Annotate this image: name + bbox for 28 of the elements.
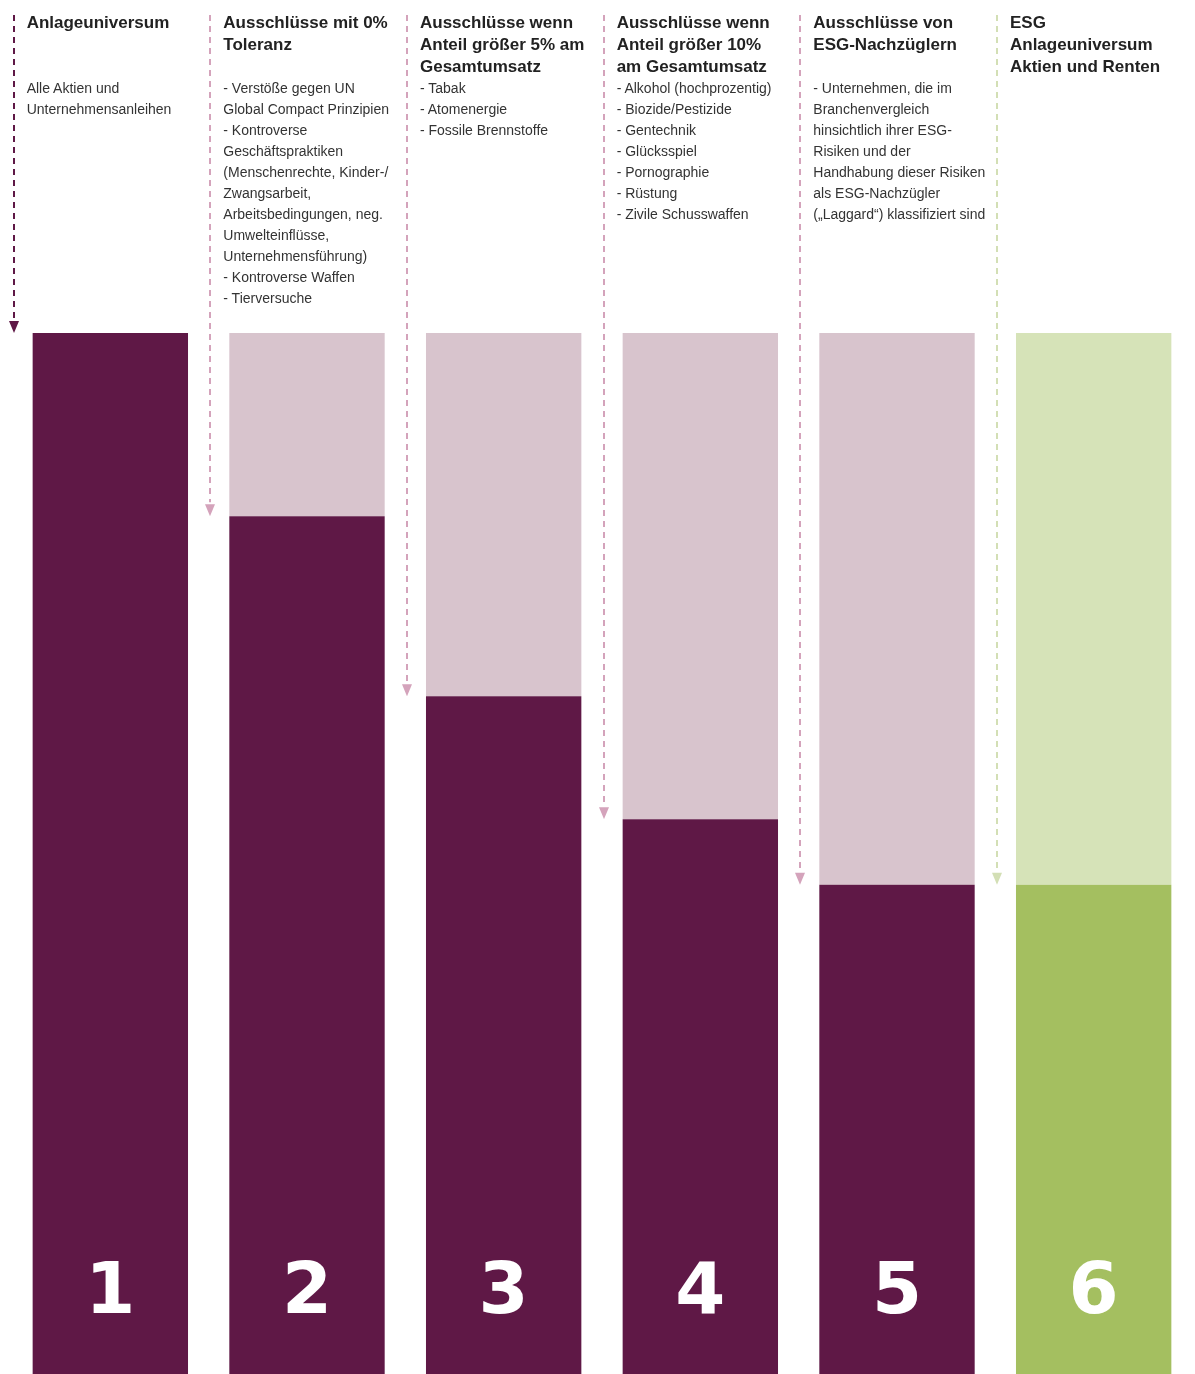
bar xyxy=(32,333,189,1374)
bar xyxy=(1015,333,1172,885)
bar xyxy=(819,333,975,885)
text: - Tabak - Atomenergie - Fossile Brennstoffe xyxy=(419,79,550,140)
bar xyxy=(425,333,582,697)
text: Ausschlüsse wenn Anteil größer 5% am Gesamtumsatz xyxy=(419,12,586,78)
text: - Alkohol (hochprozentig) - Biozide/Pestizide - Gentechnik - Glücksspiel - Pornographie - Rüstung - Zivile Schusswaffen xyxy=(616,79,773,224)
bar xyxy=(1015,884,1172,1374)
bar xyxy=(622,819,779,1374)
text: Alle Aktien und Unternehmensanleihen xyxy=(26,79,173,119)
text: - Verstöße gegen UN Global Compact Prinzipien - Kontroverse Geschäftspraktiken (Menschenrechte, Kinder-/ Zwangsarbeit, Arbeitsbedingungen, neg. Umwelteinflüsse, Unternehmensführung) - Kontroverse Waffen - Tierversuche xyxy=(223,80,390,306)
text: Ausschlüsse wenn Anteil größer 10% am Gesamtumsatz xyxy=(616,12,771,78)
text: - Unternehmen, die im Branchenvergleich hinsichtlich ihrer ESG-Risiken und der Handhabung dieser Risiken als ESG-Nachzügler („Laggard“) klassifiziert sind xyxy=(813,79,986,224)
x-tick-label: 4 xyxy=(675,1245,726,1330)
x-tick-label: 5 xyxy=(871,1245,923,1330)
x-tick-label: 3 xyxy=(478,1245,529,1330)
bar xyxy=(819,884,975,1374)
x-tick-label: 1 xyxy=(85,1245,136,1330)
bar xyxy=(229,333,385,517)
bar xyxy=(425,696,582,1374)
x-tick-label: 2 xyxy=(281,1245,333,1330)
bar xyxy=(622,333,779,820)
x-tick-label: 6 xyxy=(1068,1245,1119,1330)
text: ESG Anlageuniversum Aktien und Renten xyxy=(1009,12,1162,78)
bar xyxy=(229,516,385,1374)
text: Ausschlüsse mit 0% Toleranz xyxy=(223,12,389,56)
text: Ausschlüsse von ESG-Nachzüglern xyxy=(813,12,958,56)
text: Anlageuniversum xyxy=(26,12,171,34)
